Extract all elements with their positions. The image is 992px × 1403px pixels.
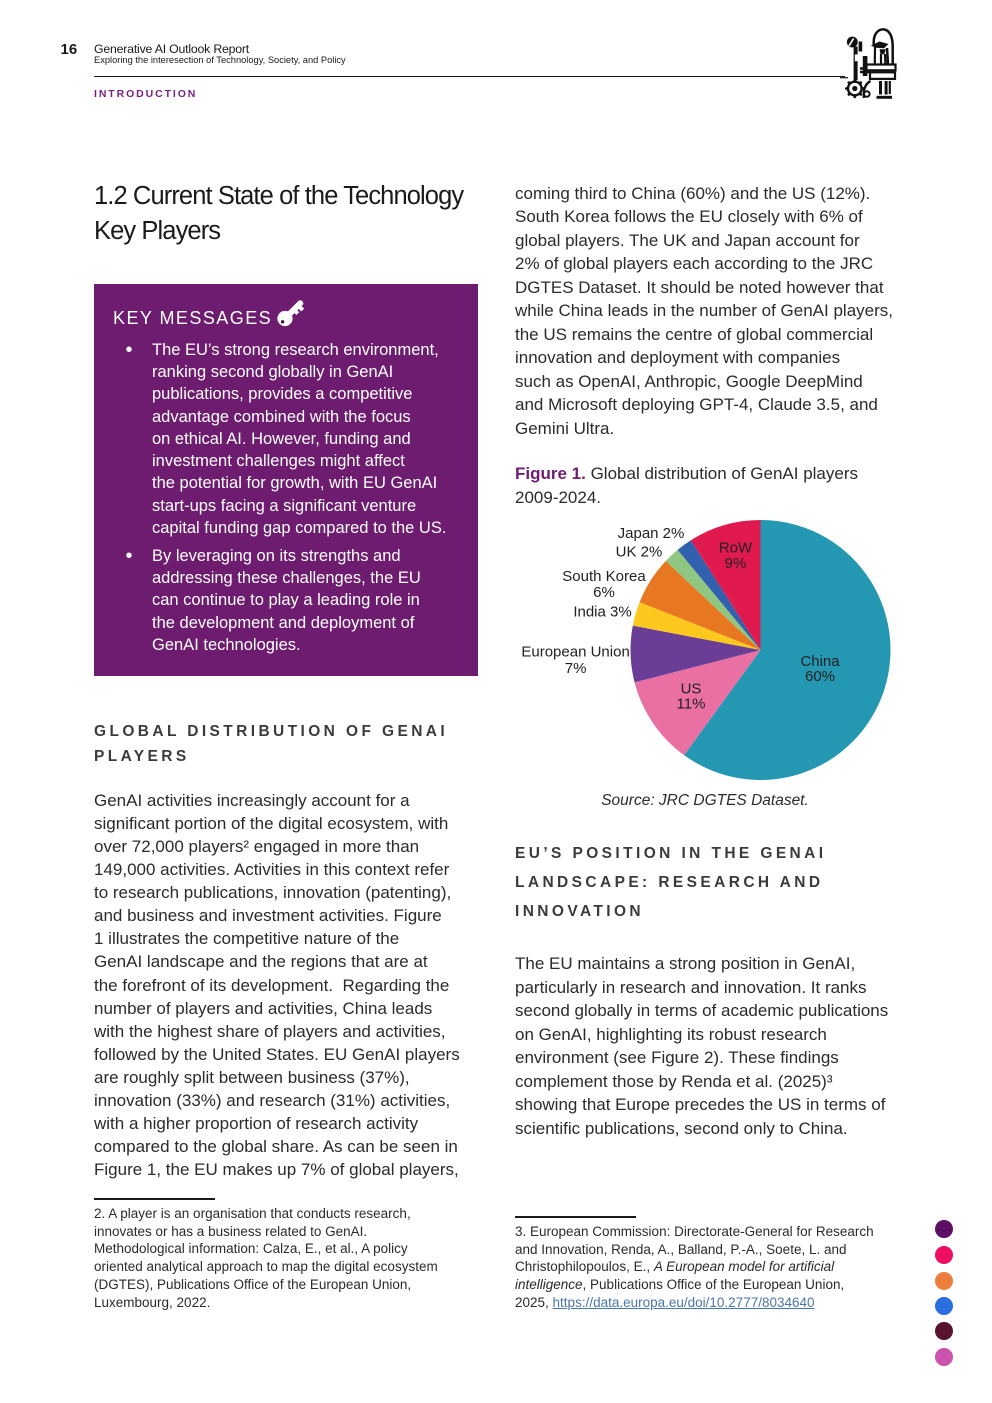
svg-text:9%: 9% (725, 555, 747, 572)
svg-text:South Korea: South Korea (562, 568, 646, 585)
svg-text:11%: 11% (677, 695, 706, 712)
svg-text:60%: 60% (805, 668, 835, 685)
svg-text:UK 2%: UK 2% (616, 544, 663, 561)
svg-text:6%: 6% (593, 584, 615, 601)
svg-text:China: China (800, 653, 840, 670)
svg-text:India 3%: India 3% (573, 604, 631, 621)
svg-text:Japan 2%: Japan 2% (618, 525, 685, 542)
svg-text:RoW: RoW (719, 540, 753, 557)
svg-text:US: US (681, 680, 702, 697)
svg-text:7%: 7% (565, 660, 587, 677)
svg-text:European Union: European Union (521, 644, 629, 661)
